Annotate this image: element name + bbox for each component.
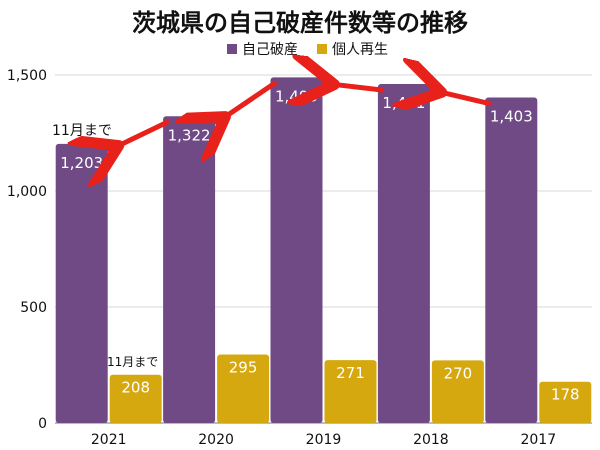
bar-個人再生-2021 <box>109 374 162 423</box>
x-tick-label-2020: 2020 <box>198 432 234 448</box>
arrow-2017-to-2018 <box>432 90 492 103</box>
legend-label-個人再生: 個人再生 <box>332 42 388 58</box>
x-tick-label-2019: 2019 <box>306 432 342 448</box>
bar-自己破産-2018 <box>377 84 430 423</box>
x-tick-label-2017: 2017 <box>520 432 556 448</box>
annotation-small-note: 11月まで <box>107 355 158 369</box>
value-label-自己破産-2021: 1,203 <box>60 154 103 172</box>
x-tick-label-2018: 2018 <box>413 432 449 448</box>
bar-個人再生-2020 <box>217 354 270 423</box>
y-tick-label-0: 0 <box>38 416 47 432</box>
arrow-2019-to-2020 <box>217 80 277 122</box>
value-label-個人再生-2020: 295 <box>229 359 258 377</box>
arrow-2018-to-2019 <box>325 83 385 90</box>
legend: 自己破産 個人再生 <box>227 42 388 58</box>
y-axis-ticks: 0 500 1,000 1,500 <box>7 68 47 432</box>
legend-swatch-自己破産 <box>227 44 237 54</box>
x-axis-categories: 2021 2020 2019 2018 2017 <box>91 432 556 448</box>
arrow-2020-to-2021 <box>110 119 170 150</box>
value-label-自己破産-2018: 1,461 <box>382 94 425 112</box>
value-label-自己破産-2020: 1,322 <box>168 126 211 144</box>
x-tick-label-2021: 2021 <box>91 432 127 448</box>
y-tick-label-1000: 1,000 <box>7 184 47 200</box>
y-tick-label-500: 500 <box>20 300 47 316</box>
value-label-自己破産-2017: 1,403 <box>490 108 533 126</box>
legend-swatch-個人再生 <box>317 44 327 54</box>
bar-個人再生-2018 <box>431 360 484 423</box>
bar-自己破産-2017 <box>485 97 538 423</box>
annotations: 11月まで 11月まで <box>52 80 492 369</box>
value-label-個人再生-2018: 270 <box>444 364 473 382</box>
bar-個人再生-2017 <box>539 381 592 423</box>
bars <box>55 77 592 424</box>
bar-自己破産-2021 <box>55 143 108 424</box>
bar-個人再生-2019 <box>324 360 377 423</box>
bar-自己破産-2020 <box>163 116 216 424</box>
bar-自己破産-2019 <box>270 77 323 423</box>
chart-title: 茨城県の自己破産件数等の推移 <box>132 9 468 37</box>
legend-label-自己破産: 自己破産 <box>242 42 298 58</box>
y-tick-label-1500: 1,500 <box>7 68 47 84</box>
value-label-個人再生-2019: 271 <box>336 364 365 382</box>
value-label-個人再生-2017: 178 <box>551 386 580 404</box>
annotation-main-note: 11月まで <box>52 123 112 139</box>
value-label-個人再生-2021: 208 <box>121 379 150 397</box>
value-label-自己破産-2019: 1,490 <box>275 87 318 105</box>
